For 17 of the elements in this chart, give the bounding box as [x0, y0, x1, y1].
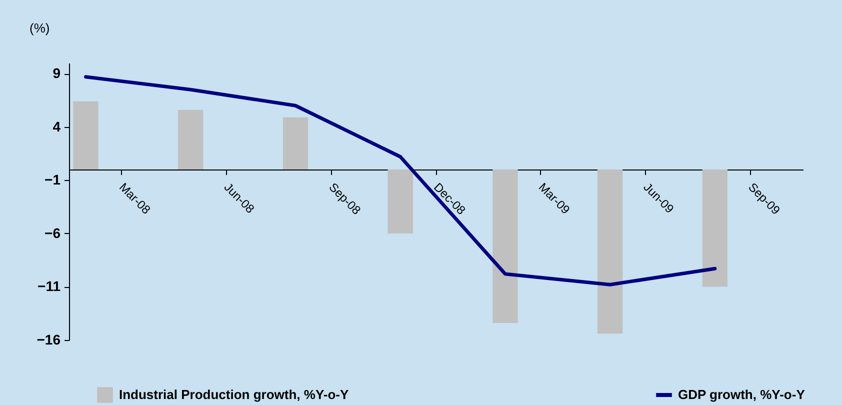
y-tick-label: −1: [44, 172, 61, 188]
y-tick-label: 4: [52, 118, 61, 134]
y-tick-label: −6: [44, 224, 61, 241]
bar: [388, 170, 413, 234]
bar: [178, 110, 204, 170]
y-tick-label: −11: [38, 278, 61, 294]
bar: [597, 170, 623, 334]
bar: [492, 170, 518, 323]
bar: [282, 117, 308, 170]
legend-label: GDP growth, %Y-o-Y: [678, 387, 806, 402]
bar: [73, 101, 98, 170]
y-axis-title: (%): [30, 20, 50, 36]
bar: [702, 170, 728, 287]
y-tick-label: 9: [52, 65, 61, 82]
legend-label: Industrial Production growth, %Y-o-Y: [119, 387, 349, 402]
line-series: [84, 75, 717, 286]
y-tick-label: −16: [36, 332, 61, 348]
